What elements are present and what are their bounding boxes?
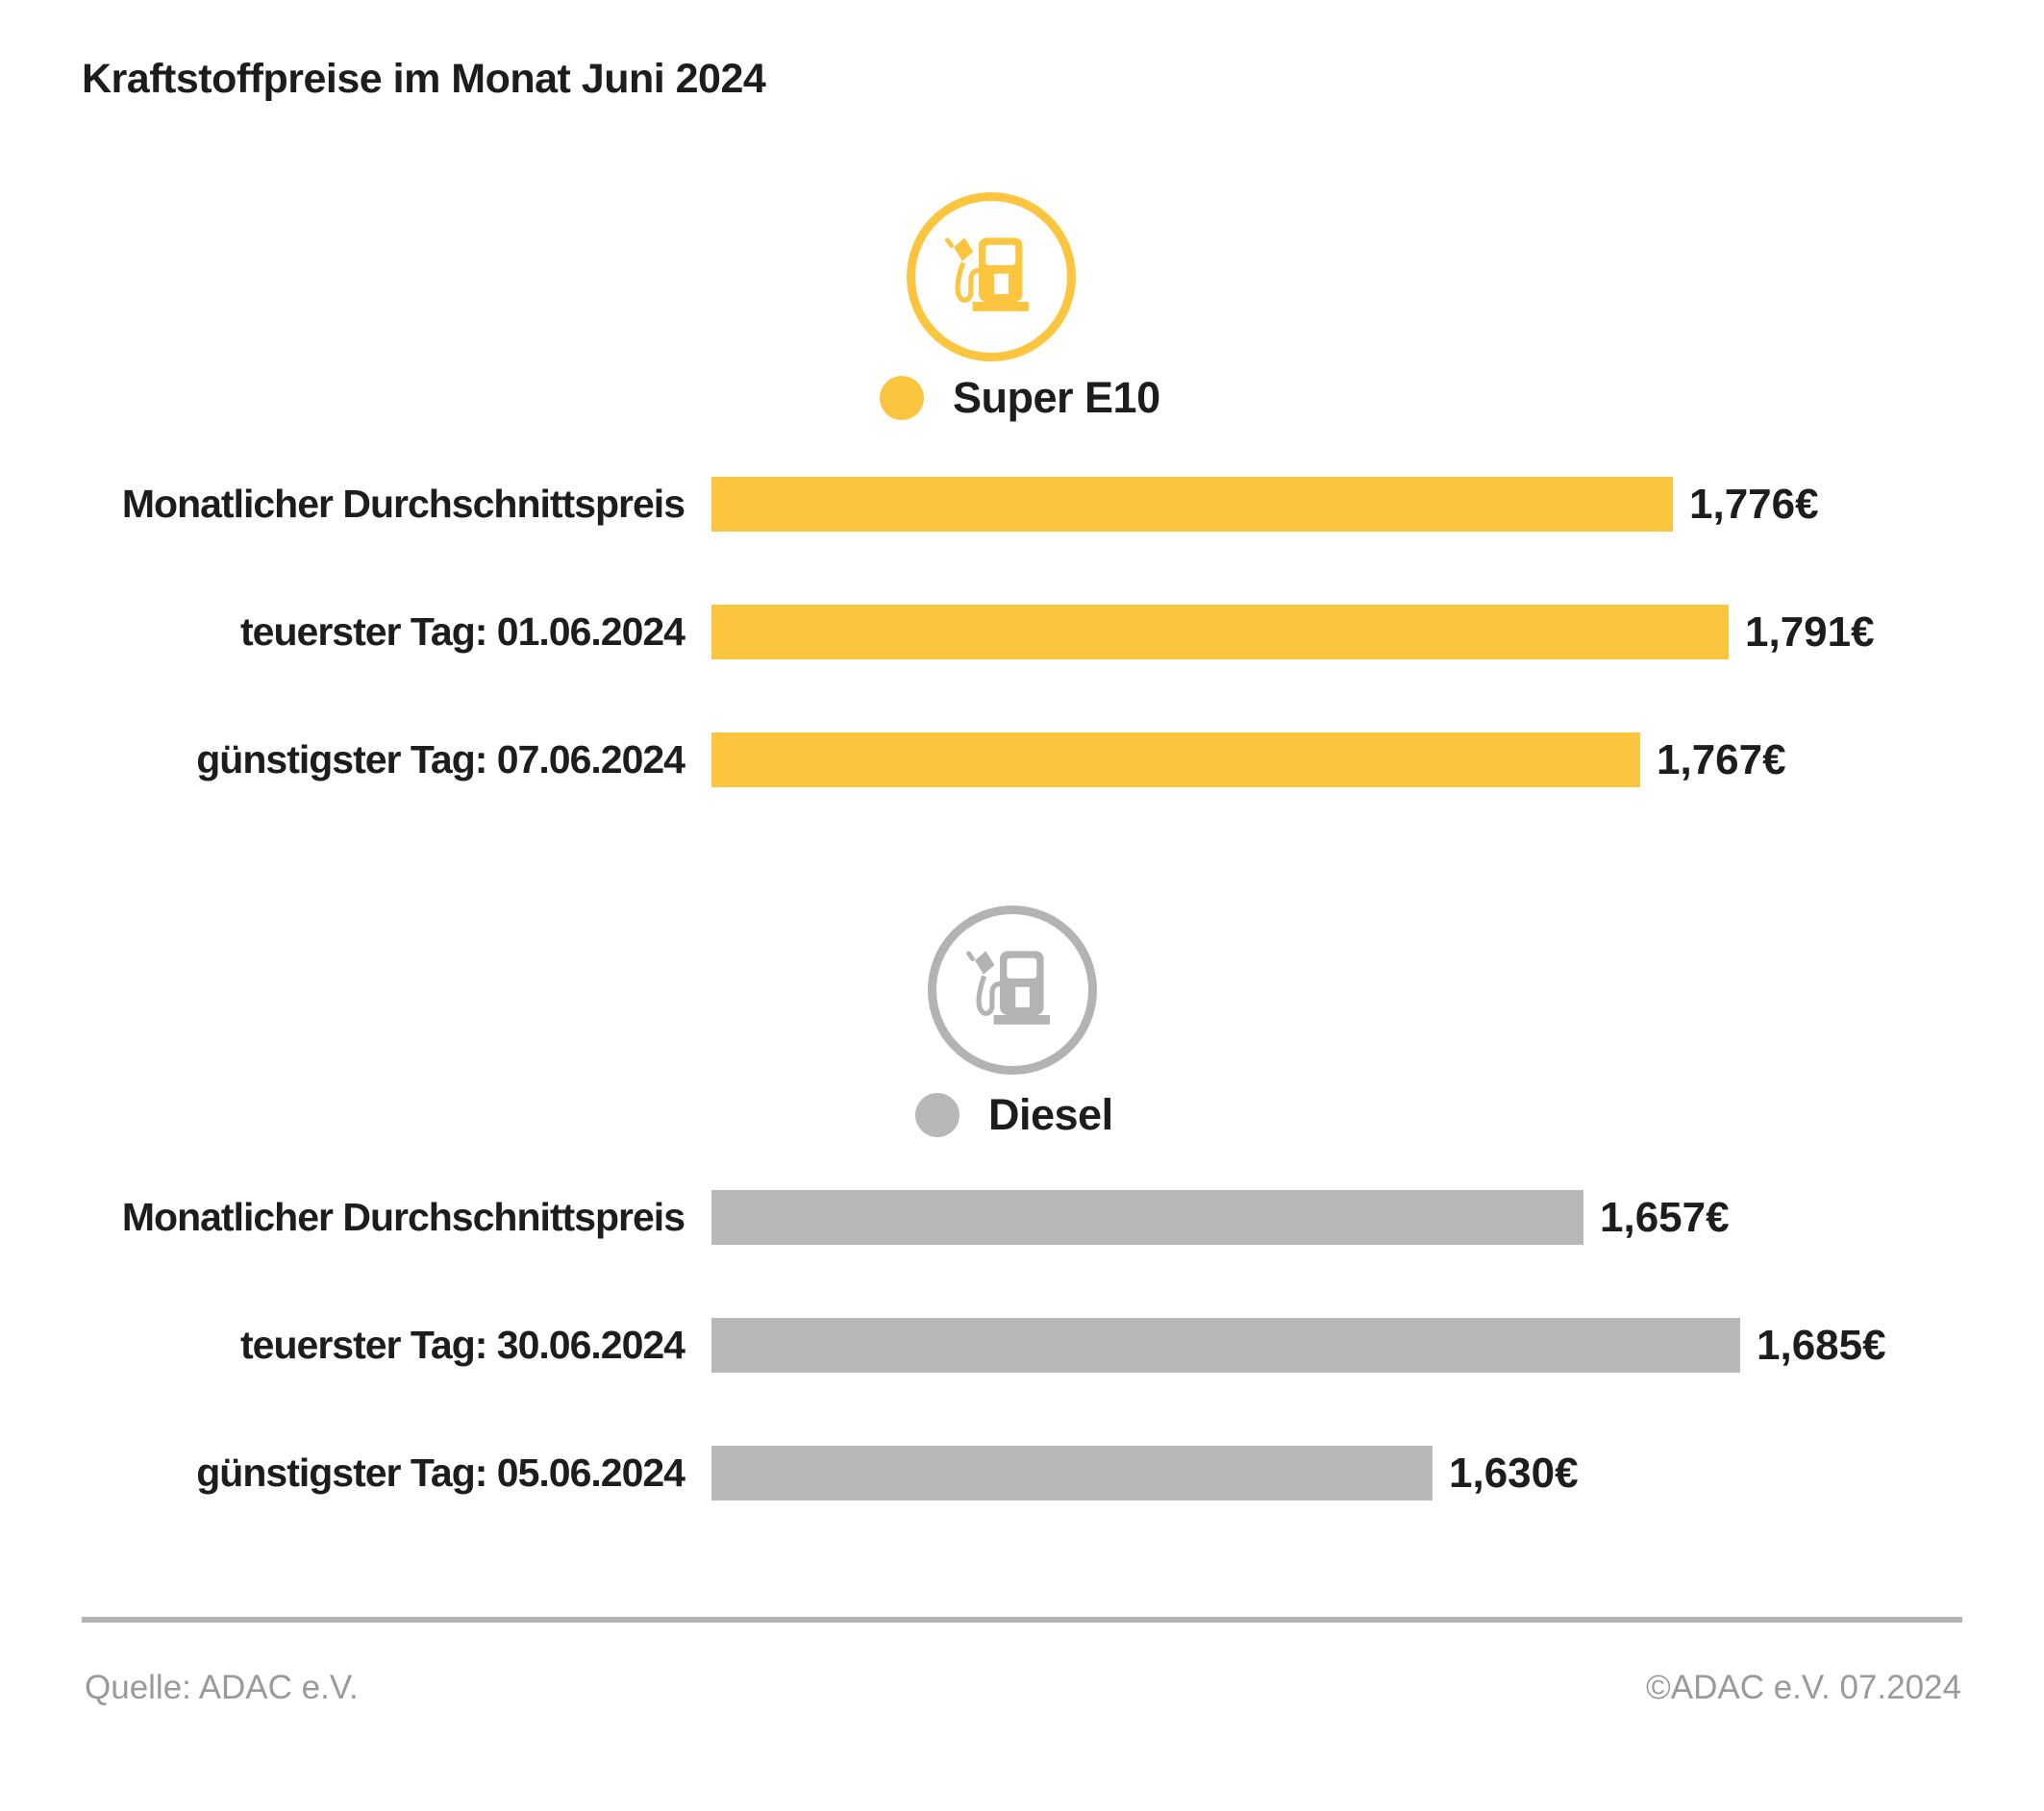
bar (711, 477, 1673, 532)
bar-label: teuerster Tag: 01.06.2024 (240, 609, 685, 654)
bar-label: Monatlicher Durchschnittspreis (121, 482, 685, 526)
super-e10-pump-badge (907, 192, 1076, 361)
bar (711, 1318, 1740, 1373)
legend-label: Diesel (988, 1090, 1113, 1139)
bar-value: 1,791€ (1745, 608, 1875, 656)
bar (711, 732, 1640, 787)
bar-value: 1,776€ (1689, 481, 1819, 528)
bar-value: 1,630€ (1449, 1450, 1579, 1497)
bar-row: Monatlicher Durchschnittspreis 1,776€ (0, 477, 2044, 532)
bar-value: 1,657€ (1600, 1194, 1730, 1241)
diesel-pump-badge (928, 906, 1097, 1075)
bar-row: günstigster Tag: 07.06.2024 1,767€ (0, 732, 2044, 787)
bar-label: günstigster Tag: 07.06.2024 (196, 737, 685, 781)
page-title: Kraftstoffpreise im Monat Juni 2024 (82, 56, 766, 102)
bar-value: 1,685€ (1757, 1322, 1886, 1369)
legend-label: Super E10 (953, 373, 1160, 422)
copyright-note: ©ADAC e.V. 07.2024 (1645, 1669, 1961, 1706)
bar (711, 605, 1729, 659)
bar (711, 1190, 1583, 1245)
legend-super-e10: Super E10 (880, 376, 1160, 420)
bar (711, 1446, 1433, 1501)
diesel-bars: Monatlicher Durchschnittspreis 1,657€ teue… (0, 1190, 2044, 1574)
bar-label: Monatlicher Durchschnittspreis (121, 1195, 685, 1239)
bar-row: günstigster Tag: 05.06.2024 1,630€ (0, 1446, 2044, 1501)
bar-label: teuerster Tag: 30.06.2024 (240, 1323, 685, 1367)
fuel-pump-icon (966, 951, 1050, 1025)
super-e10-bars: Monatlicher Durchschnittspreis 1,776€ teue… (0, 477, 2044, 860)
bar-label: günstigster Tag: 05.06.2024 (196, 1451, 685, 1495)
bar-row: teuerster Tag: 30.06.2024 1,685€ (0, 1318, 2044, 1373)
bar-row: Monatlicher Durchschnittspreis 1,657€ (0, 1190, 2044, 1245)
source-note: Quelle: ADAC e.V. (85, 1669, 359, 1706)
bar-row: teuerster Tag: 01.06.2024 1,791€ (0, 605, 2044, 659)
legend-diesel: Diesel (915, 1093, 1113, 1137)
footer-divider (82, 1617, 1962, 1623)
fuel-pump-icon (945, 237, 1029, 311)
legend-dot (880, 376, 924, 420)
bar-value: 1,767€ (1657, 736, 1786, 783)
legend-dot (915, 1093, 960, 1137)
